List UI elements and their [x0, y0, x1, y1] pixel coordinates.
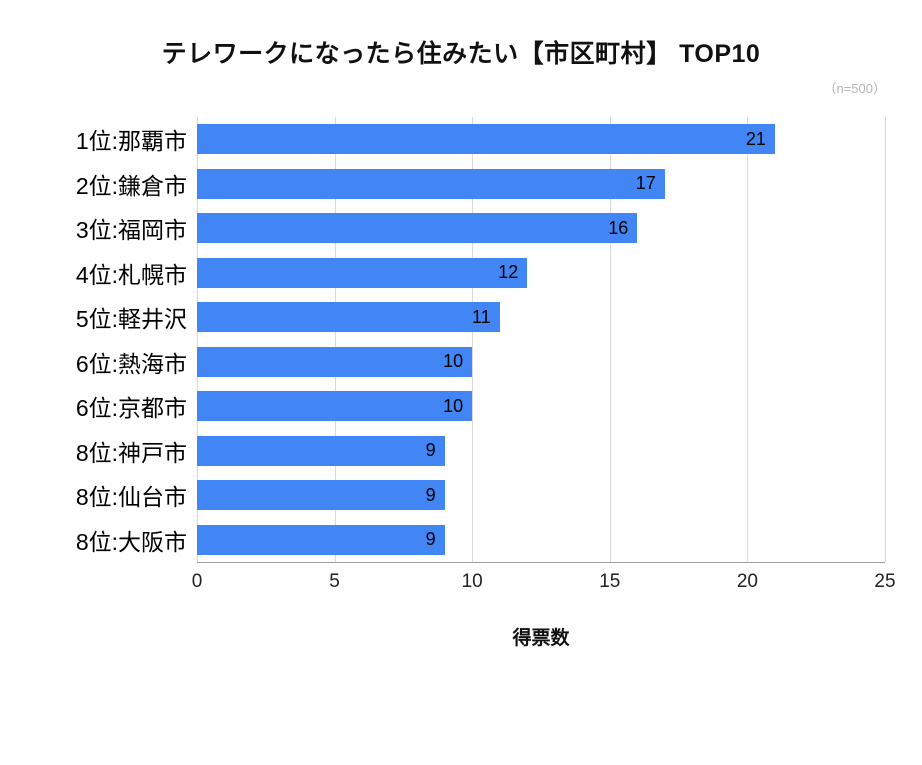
bar-row: 9	[197, 429, 885, 474]
x-tick-label: 20	[736, 571, 758, 592]
bar-value-label: 12	[498, 262, 519, 283]
bar-value-label: 9	[425, 529, 436, 550]
gridline	[197, 117, 198, 562]
category-label: 8位:大阪市	[75, 528, 187, 555]
x-tick-label: 0	[191, 571, 203, 592]
bar-value-label: 17	[635, 173, 656, 194]
bar-row: 10	[197, 340, 885, 385]
x-tick-label: 10	[461, 571, 483, 592]
bar-chart: 1位:那覇市 2位:鎌倉市 3位:福岡市 4位:札幌市 5位:軽井沢 6位:熱海市 6位:京…	[0, 117, 886, 563]
chart-page: テレワークになったら住みたい【市区町村】 TOP10 （n=500） 1位:那覇…	[0, 34, 922, 765]
plot-area: 21 17 16 12 11 10 10 9 9 9	[197, 117, 886, 563]
category-label: 6位:熱海市	[75, 350, 187, 377]
bar-value-label: 21	[745, 128, 766, 149]
bar: 16	[197, 213, 638, 244]
bar-row: 17	[197, 162, 885, 207]
category-label: 1位:那覇市	[75, 128, 187, 155]
bar-value-label: 16	[608, 217, 629, 238]
bar-row: 21	[197, 117, 885, 162]
gridline	[747, 117, 749, 562]
x-axis-label: 得票数	[512, 628, 570, 649]
x-tick-label: 25	[874, 571, 896, 592]
gridline	[334, 117, 336, 562]
gridlines	[197, 117, 886, 562]
bar: 9	[197, 480, 445, 511]
bar-value-label: 10	[443, 351, 464, 372]
category-label: 8位:仙台市	[75, 484, 187, 511]
bar-value-label: 11	[472, 306, 491, 327]
category-label: 4位:札幌市	[75, 261, 187, 288]
bar-rows: 21 17 16 12 11 10 10 9 9 9	[197, 117, 885, 562]
x-tick-label: 5	[329, 571, 340, 592]
category-label: 3位:福岡市	[75, 217, 187, 244]
category-label: 2位:鎌倉市	[75, 172, 187, 199]
bar: 11	[197, 302, 500, 333]
bar: 17	[197, 168, 665, 199]
sample-size-note: （n=500）	[823, 81, 886, 96]
bar-row: 16	[197, 206, 885, 251]
bar-value-label: 10	[443, 395, 464, 416]
bar: 21	[197, 124, 775, 155]
x-tick-label: 15	[599, 571, 621, 592]
bar-row: 9	[197, 473, 885, 518]
bar: 9	[197, 435, 445, 466]
chart-title: テレワークになったら住みたい【市区町村】 TOP10	[161, 40, 761, 68]
bar: 9	[197, 524, 445, 555]
bar: 10	[197, 391, 473, 422]
bar-row: 9	[197, 518, 885, 563]
bar-value-label: 9	[425, 440, 436, 461]
x-axis: 0 5 10 15 20 25	[192, 563, 896, 597]
gridline	[885, 117, 886, 562]
category-label: 8位:神戸市	[75, 439, 187, 466]
bar-row: 10	[197, 384, 885, 429]
bar: 10	[197, 346, 473, 377]
gridline	[609, 117, 611, 562]
gridline	[472, 117, 474, 562]
category-label: 6位:京都市	[75, 395, 187, 422]
bar: 12	[197, 257, 528, 288]
category-label: 5位:軽井沢	[75, 306, 187, 333]
bar-row: 11	[197, 295, 885, 340]
bar-row: 12	[197, 251, 885, 296]
bar-value-label: 9	[425, 484, 436, 505]
category-labels: 1位:那覇市 2位:鎌倉市 3位:福岡市 4位:札幌市 5位:軽井沢 6位:熱海市 6位:京…	[0, 117, 197, 563]
